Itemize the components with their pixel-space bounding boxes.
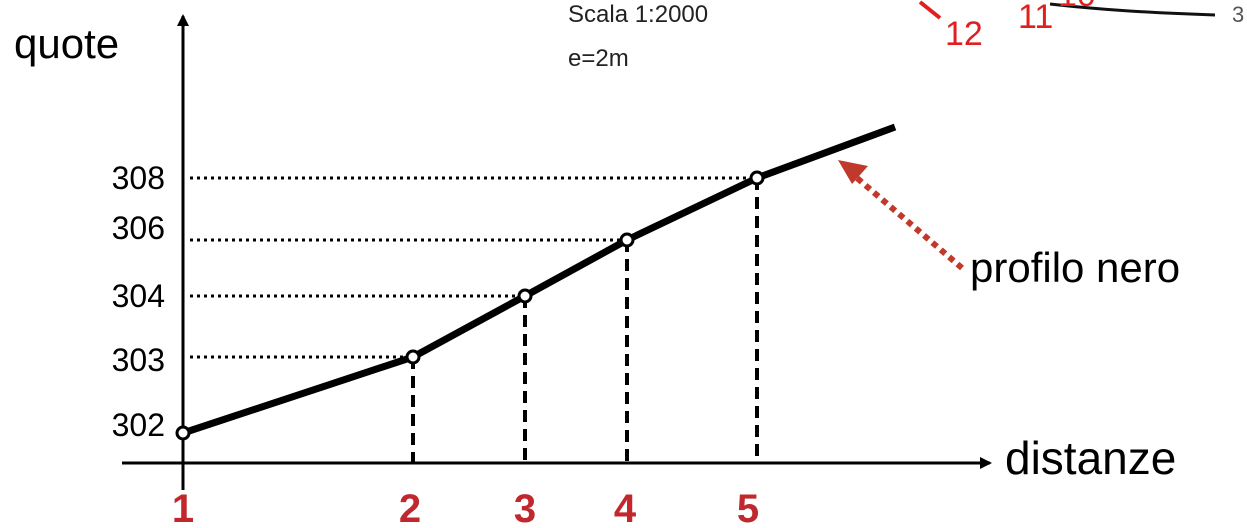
pointer-arrow-head: [838, 160, 868, 184]
profile: 302 1 303 2 304 3 306 4 308 5: [112, 123, 897, 528]
distance-label: 4: [614, 487, 637, 528]
profile-label: profilo nero: [970, 244, 1180, 291]
contour-label: 10: [1058, 0, 1096, 14]
distance-label: 2: [399, 487, 421, 528]
y-axis-label: quote: [14, 20, 119, 67]
height-label: 302: [112, 407, 165, 443]
x-axis-label: distanze: [1005, 432, 1176, 484]
contour-label: 3: [1232, 2, 1244, 27]
contour-line: [1049, 2, 1216, 17]
distance-label: 5: [737, 487, 759, 528]
height-label: 303: [112, 342, 165, 378]
contour-label: 12: [945, 15, 983, 53]
scale-text: Scala 1:2000: [568, 1, 708, 28]
height-label: 306: [112, 210, 165, 246]
profile-point: [619, 232, 635, 248]
profile-point: [175, 425, 191, 441]
profile-point: [749, 170, 765, 186]
map-excerpt: Scala 1:2000 e=2m 12 11 10 3: [568, 0, 1244, 72]
distance-label: 1: [172, 487, 194, 528]
profile-line: [181, 123, 897, 437]
height-label: 304: [112, 278, 165, 314]
contour-label: 11: [1018, 0, 1053, 36]
distance-label: 3: [514, 487, 536, 528]
contour-line: [918, 0, 942, 20]
pointer-arrow: [848, 169, 964, 271]
equidistance-text: e=2m: [568, 45, 629, 72]
profile-point: [405, 349, 421, 365]
height-label: 308: [112, 160, 165, 196]
profile-point: [517, 288, 533, 304]
